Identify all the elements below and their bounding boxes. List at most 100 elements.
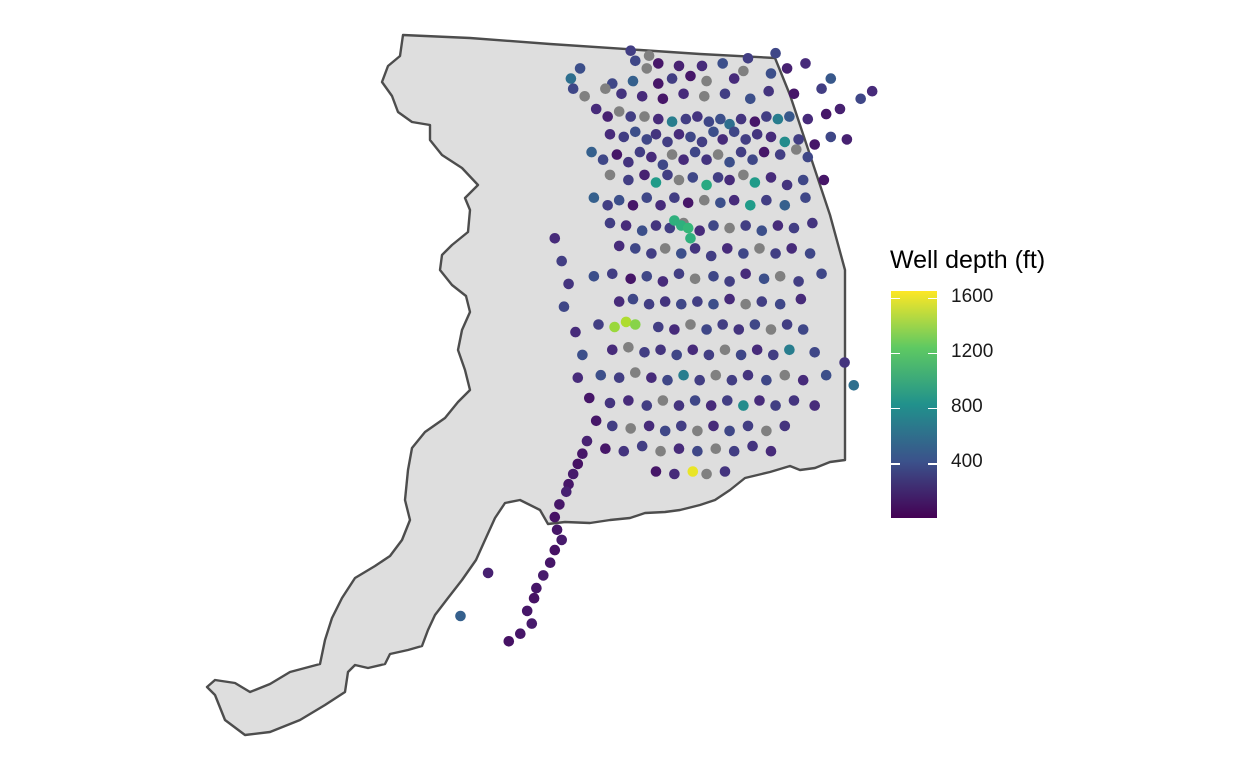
well-point [728,73,740,84]
well-point [800,192,811,203]
well-point [650,177,662,188]
well-point [712,172,724,183]
well-point [662,136,673,148]
well-point [763,85,774,97]
colorbar [891,291,937,518]
well-point [544,557,556,568]
well-point [655,344,666,356]
well-point [521,605,533,617]
color-legend: Well depth (ft) 400 800 1200 1600 [890,246,1110,536]
well-point [701,154,712,165]
well-point [602,200,613,211]
well-point [623,342,634,353]
well-point [572,372,584,384]
well-point [620,316,632,328]
well-point [574,63,586,74]
well-point [848,380,860,391]
well-point [503,636,515,647]
well-point [625,273,636,285]
well-point [531,582,542,594]
well-point [653,113,664,125]
well-point [722,395,733,406]
well-point [613,240,625,252]
well-point [745,200,756,211]
well-point [572,458,584,470]
well-point [455,610,466,622]
well-point [636,440,648,452]
well-point [699,194,710,206]
well-point [820,369,832,381]
well-point [784,111,795,122]
well-point [678,154,689,165]
well-point [657,395,669,406]
well-point [754,243,765,254]
well-point [586,146,597,158]
well-point [689,243,701,254]
well-point [549,544,561,556]
well-point [579,91,590,102]
well-point [747,154,758,165]
well-point [696,60,708,72]
well-point [623,156,634,168]
well-point [682,222,694,234]
well-point [722,243,733,254]
well-point [694,374,705,386]
well-point [719,344,731,356]
well-point [797,324,809,335]
well-point [627,200,639,211]
well-point [687,466,699,477]
well-point [678,88,689,100]
well-point [567,468,579,480]
well-point [620,220,632,231]
well-point [616,88,627,100]
well-point [715,113,726,125]
well-point [834,103,846,115]
well-point [558,301,570,313]
well-point [482,567,494,579]
well-point [816,268,827,280]
well-point [699,91,710,102]
well-point [784,344,795,356]
well-point [625,423,636,434]
well-point [738,65,749,77]
well-point [607,268,618,280]
well-point [625,111,636,122]
well-point [770,400,781,411]
well-point [724,222,735,234]
well-point [740,298,751,310]
well-point [673,60,685,72]
well-point [659,243,671,254]
well-point [650,220,662,231]
well-point [708,126,719,138]
well-point [800,58,811,69]
well-point [839,357,850,368]
well-point [556,255,567,267]
well-point [669,192,680,203]
well-point [590,415,602,427]
well-point [666,73,678,84]
well-point [685,131,696,143]
well-point [556,534,567,546]
well-point [593,319,604,330]
well-point [756,225,768,236]
well-point [703,116,715,127]
well-point [701,468,712,480]
well-point [687,344,699,356]
well-point [577,448,588,460]
well-point [786,243,797,254]
well-point [641,63,653,74]
legend-tick-label: 1600 [951,285,994,307]
well-point [549,511,561,523]
well-point [765,68,777,79]
well-point [797,374,809,386]
well-point [779,136,791,148]
well-point [694,225,705,236]
well-point [772,113,784,125]
well-point [749,116,761,127]
well-point [646,151,657,163]
well-point [818,174,830,186]
well-point [630,55,641,67]
well-point [662,169,673,181]
well-point [774,149,786,160]
